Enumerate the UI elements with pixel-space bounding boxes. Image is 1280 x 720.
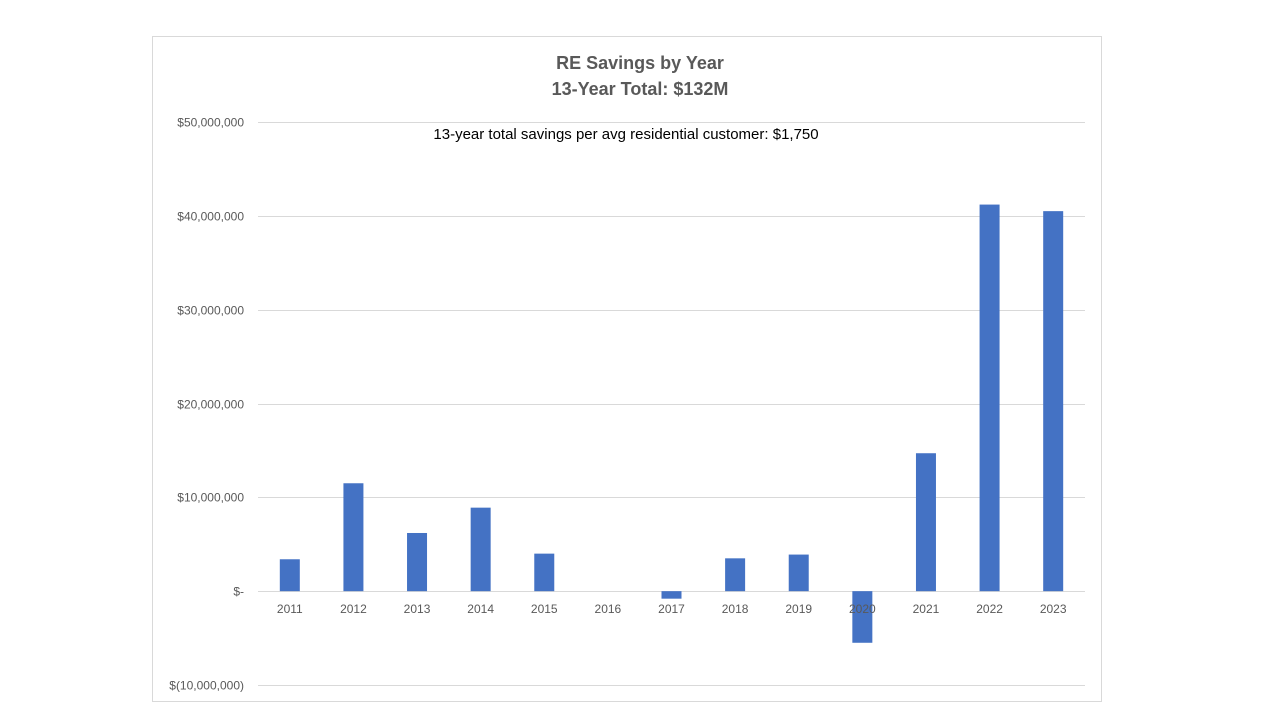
x-tick-label: 2021	[913, 602, 940, 616]
gridlines	[258, 122, 1085, 686]
bar-2011	[279, 559, 300, 592]
bars	[279, 204, 1064, 643]
chart-annotation: 13-year total savings per avg residentia…	[433, 126, 819, 143]
y-tick-label: $30,000,000	[177, 304, 244, 318]
y-axis-ticks: $(10,000,000) $- $10,000,000 $20,000,000 $30…	[169, 116, 244, 693]
x-tick-label: 2022	[976, 602, 1003, 616]
x-axis-ticks: 2011 2012 2013 2014 2015 2016 2017 2018 2019 2020…	[277, 602, 1067, 616]
bar-2018	[725, 558, 746, 592]
bar-2015	[534, 553, 555, 592]
x-tick-label: 2016	[595, 602, 622, 616]
y-tick-label: $50,000,000	[177, 116, 244, 130]
x-tick-label: 2019	[785, 602, 812, 616]
bar-2014	[470, 507, 491, 592]
x-tick-label: 2012	[340, 602, 367, 616]
chart-title: RE Savings by Year	[556, 53, 724, 73]
y-tick-label: $40,000,000	[177, 210, 244, 224]
bar-2021	[915, 453, 936, 592]
x-tick-label: 2020	[849, 602, 876, 616]
bar-2017	[661, 591, 682, 599]
bar-2023	[1043, 211, 1064, 592]
x-tick-label: 2013	[404, 602, 431, 616]
bar-2022	[979, 204, 1000, 592]
x-tick-label: 2014	[467, 602, 494, 616]
x-tick-label: 2011	[277, 602, 303, 616]
chart-subtitle: 13-Year Total: $132M	[551, 79, 729, 99]
bar-2012	[343, 483, 364, 592]
x-tick-label: 2017	[658, 602, 685, 616]
y-tick-label: $-	[233, 585, 244, 599]
bar-2020	[852, 591, 873, 643]
x-tick-label: 2018	[722, 602, 749, 616]
bar-2013	[407, 532, 428, 592]
bar-2019	[788, 554, 809, 592]
y-tick-label: $(10,000,000)	[169, 679, 244, 693]
y-tick-label: $10,000,000	[177, 491, 244, 505]
x-tick-label: 2023	[1040, 602, 1067, 616]
y-tick-label: $20,000,000	[177, 398, 244, 412]
x-tick-label: 2015	[531, 602, 558, 616]
